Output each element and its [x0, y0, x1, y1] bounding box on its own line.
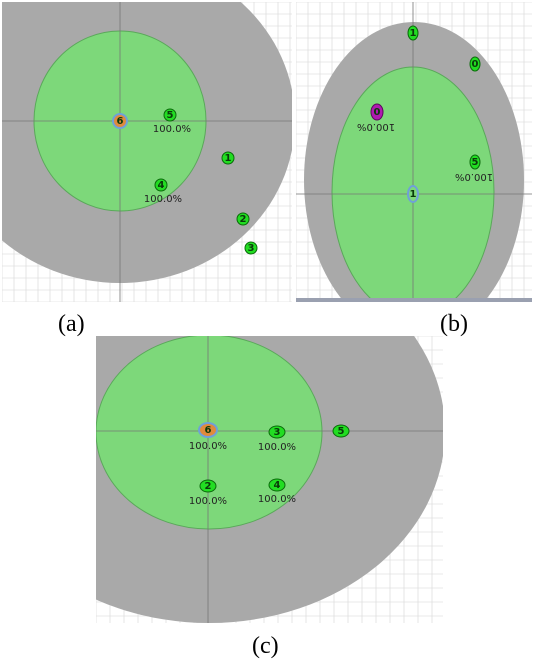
svg-text:5: 5	[167, 110, 174, 121]
svg-text:0: 0	[374, 107, 381, 118]
svg-text:6: 6	[205, 425, 212, 436]
svg-text:1: 1	[410, 189, 417, 200]
panel-a-node-3[interactable]: 3	[244, 241, 258, 255]
panel-a: 6 5 100.0% 1 4 100.0% 2 3	[2, 2, 292, 302]
caption-a: (a)	[58, 311, 85, 337]
panel-b-node-1-center[interactable]: 1	[407, 185, 419, 203]
panel-b-bottom-bar	[296, 298, 532, 302]
panel-b-magenta-percent: 100.0%	[357, 121, 395, 132]
panel-c-node-5[interactable]: 5	[332, 424, 350, 438]
panel-c-node-3-percent: 100.0%	[258, 442, 296, 453]
panel-a-node-4[interactable]: 4 100.0%	[144, 178, 182, 205]
panel-c: 6 100.0% 3 100.0% 5 2 100.0% 4 100.0%	[96, 336, 443, 623]
panel-c-node-2-percent: 100.0%	[189, 496, 227, 507]
panel-a-node-5[interactable]: 5 100.0%	[153, 108, 191, 135]
svg-text:3: 3	[274, 427, 281, 438]
panel-a-node-1[interactable]: 1	[221, 151, 235, 165]
panel-c-node-2[interactable]: 2 100.0%	[189, 479, 227, 507]
svg-text:4: 4	[158, 180, 165, 191]
panel-a-node-6[interactable]: 6	[112, 113, 128, 129]
svg-text:5: 5	[338, 426, 345, 437]
caption-b: (b)	[440, 311, 468, 337]
svg-text:4: 4	[274, 480, 281, 491]
svg-text:5: 5	[472, 157, 479, 168]
panel-c-node-6[interactable]: 6 100.0%	[189, 422, 227, 452]
panel-a-canvas: 6 5 100.0% 1 4 100.0% 2 3	[2, 2, 292, 302]
panel-c-node-6-percent: 100.0%	[189, 441, 227, 452]
svg-text:0: 0	[472, 59, 479, 70]
panel-b-node-5[interactable]: 5 100.0%	[455, 154, 493, 182]
svg-text:1: 1	[410, 28, 417, 39]
panel-b: 1 0 0 100.0% 5 100.0% 1	[296, 2, 532, 302]
svg-text:3: 3	[248, 243, 255, 254]
panel-b-node-1-top[interactable]: 1	[407, 25, 419, 41]
svg-text:6: 6	[117, 116, 124, 127]
svg-text:1: 1	[225, 153, 232, 164]
panel-c-node-3[interactable]: 3 100.0%	[258, 425, 296, 453]
panel-b-node-5-percent: 100.0%	[455, 171, 493, 182]
panel-b-node-0[interactable]: 0	[469, 56, 481, 72]
panel-a-node-4-percent: 100.0%	[144, 194, 182, 205]
svg-text:2: 2	[240, 214, 247, 225]
panel-c-node-4-percent: 100.0%	[258, 494, 296, 505]
panel-c-canvas: 6 100.0% 3 100.0% 5 2 100.0% 4 100.0%	[96, 336, 443, 623]
panel-b-canvas: 1 0 0 100.0% 5 100.0% 1	[296, 2, 532, 302]
panel-a-node-5-percent: 100.0%	[153, 124, 191, 135]
caption-c: (c)	[252, 633, 279, 659]
svg-text:2: 2	[205, 481, 212, 492]
panel-b-node-magenta[interactable]: 0 100.0%	[357, 103, 395, 132]
panel-a-node-2[interactable]: 2	[236, 212, 250, 226]
panel-c-node-4[interactable]: 4 100.0%	[258, 478, 296, 505]
